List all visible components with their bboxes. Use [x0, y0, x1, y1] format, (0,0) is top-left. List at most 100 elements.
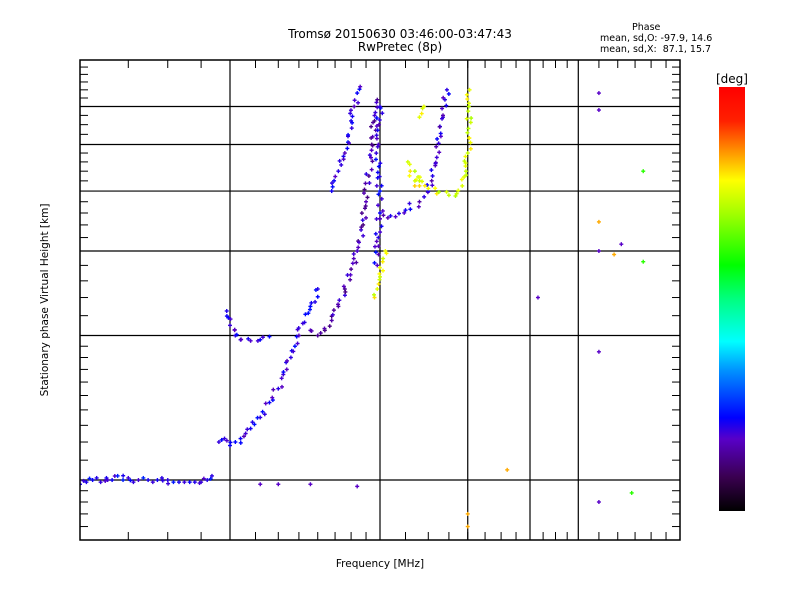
data-point: [90, 478, 95, 483]
data-point: [393, 214, 398, 219]
data-point: [596, 219, 601, 224]
data-point: [160, 478, 165, 483]
data-point: [435, 136, 440, 141]
data-point: [150, 480, 155, 485]
data-point: [241, 434, 246, 439]
data-point: [372, 292, 377, 297]
data-point: [361, 222, 366, 227]
data-point: [407, 173, 412, 178]
data-point: [252, 422, 257, 427]
data-point: [378, 104, 382, 109]
data-point: [376, 192, 381, 197]
data-point: [291, 349, 296, 354]
data-point: [348, 111, 353, 116]
data-point: [378, 211, 382, 216]
data-point: [342, 151, 347, 156]
data-point: [355, 91, 360, 96]
data-point: [341, 154, 346, 159]
stats-line-x: mean, sd,X: 87.1, 15.7: [600, 44, 712, 55]
data-point: [441, 113, 446, 118]
data-point: [248, 338, 253, 343]
data-point: [327, 324, 332, 329]
data-point: [354, 260, 359, 265]
data-point: [128, 478, 133, 483]
data-point: [296, 326, 301, 331]
data-point: [436, 141, 441, 146]
data-point: [105, 478, 110, 483]
data-point: [199, 480, 204, 485]
data-point: [446, 193, 451, 198]
data-point: [350, 114, 355, 119]
data-point: [165, 478, 170, 483]
data-point: [348, 108, 353, 113]
data-point: [357, 240, 362, 245]
data-point: [356, 245, 361, 250]
data-point: [279, 384, 284, 389]
data-point: [234, 332, 239, 337]
data-point: [375, 128, 380, 133]
data-point: [374, 124, 379, 129]
data-point: [309, 328, 314, 333]
data-point: [369, 167, 374, 172]
data-point: [121, 478, 126, 483]
data-point: [208, 476, 213, 481]
data-point: [337, 158, 342, 163]
data-point: [159, 475, 164, 480]
data-point: [281, 370, 286, 375]
data-point: [329, 189, 334, 194]
data-point: [596, 349, 601, 354]
data-point: [380, 208, 385, 213]
data-point: [318, 331, 323, 336]
data-point: [441, 95, 446, 100]
data-point: [465, 97, 470, 102]
data-point: [331, 308, 336, 313]
x-axis-label: Frequency [MHz]: [336, 558, 424, 570]
data-point: [364, 199, 369, 204]
data-point: [372, 244, 377, 249]
data-point: [377, 271, 382, 276]
data-point: [367, 181, 372, 186]
data-point: [141, 475, 146, 480]
data-point: [412, 169, 417, 174]
data-point: [378, 161, 383, 166]
stats-block: Phase mean, sd,O: -97.9, 14.6 mean, sd,X…: [600, 22, 760, 55]
data-point: [267, 334, 272, 339]
data-point: [372, 118, 377, 123]
data-point: [376, 203, 381, 208]
data-point: [426, 186, 431, 191]
data-point: [465, 524, 470, 529]
data-point: [110, 478, 115, 483]
data-point: [308, 304, 313, 309]
data-point: [440, 106, 445, 111]
data-point: [459, 177, 464, 182]
data-point: [374, 133, 379, 138]
data-point: [339, 162, 344, 167]
data-point: [405, 159, 410, 164]
data-point: [372, 113, 377, 118]
data-point: [408, 207, 413, 212]
data-point: [351, 251, 356, 256]
data-point: [421, 104, 426, 109]
colorbar-label: [deg]: [716, 72, 748, 86]
data-point: [417, 183, 422, 188]
data-point: [94, 475, 99, 480]
data-point: [228, 440, 233, 445]
data-point: [126, 475, 131, 480]
data-point: [372, 260, 377, 265]
chart-subtitle: RwPretec (8p): [357, 40, 443, 54]
data-point: [412, 178, 417, 183]
data-point: [182, 480, 187, 485]
data-point: [408, 169, 413, 174]
data-point: [243, 431, 248, 436]
data-point: [377, 117, 382, 122]
data-point: [403, 208, 408, 213]
data-point: [176, 480, 181, 485]
data-point: [336, 302, 341, 307]
data-point: [380, 111, 385, 116]
data-point: [374, 239, 379, 244]
data-point: [376, 142, 381, 147]
data-point: [337, 298, 342, 303]
data-point: [146, 478, 151, 483]
data-point: [383, 249, 388, 254]
